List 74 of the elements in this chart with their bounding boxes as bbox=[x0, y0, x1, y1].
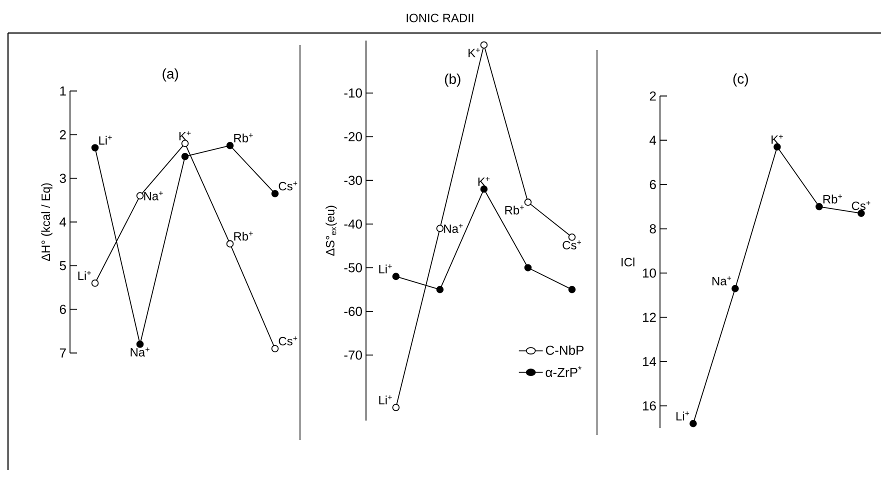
y-tick-label: -10 bbox=[344, 88, 362, 98]
data-label: Rb$^{+}$ bbox=[505, 205, 524, 214]
point bbox=[480, 41, 488, 49]
point bbox=[524, 264, 532, 272]
text: IONIC RADII bbox=[406, 14, 474, 22]
y-tick-label: 4 bbox=[60, 218, 66, 226]
point bbox=[136, 340, 144, 348]
chart-title: (c) bbox=[733, 73, 748, 86]
data-label: Li$^{+}$ bbox=[676, 411, 690, 420]
y-tick-label: 2 bbox=[650, 91, 656, 101]
data-label: Cs$^{+}$ bbox=[562, 240, 582, 250]
point bbox=[568, 234, 576, 241]
y-axis-title: ICl bbox=[622, 258, 634, 266]
point bbox=[436, 286, 444, 294]
data-label: K$^{+}$ bbox=[468, 48, 480, 58]
point bbox=[524, 198, 532, 206]
point bbox=[690, 420, 697, 428]
point bbox=[568, 286, 576, 294]
point bbox=[392, 272, 400, 280]
point bbox=[392, 404, 400, 412]
y-tick-label: 6 bbox=[60, 304, 66, 314]
data-label: Rb$^{+}$ bbox=[823, 194, 842, 204]
point bbox=[91, 279, 99, 287]
y-tick-label: -70 bbox=[344, 350, 362, 360]
data-label: Rb$^{+}$ bbox=[234, 133, 253, 142]
point bbox=[271, 344, 279, 352]
data-label: Li$^{+}$ bbox=[379, 264, 392, 274]
data-label: Na$^{+}$ bbox=[144, 191, 163, 200]
data-label: Rb$^{+}$ bbox=[234, 232, 253, 241]
y-tick-label: -30 bbox=[344, 176, 362, 185]
point bbox=[436, 224, 444, 232]
data-label: Na$^{+}$ bbox=[712, 276, 732, 286]
y-tick-label: 14 bbox=[642, 357, 656, 366]
y-tick-label: 7 bbox=[60, 348, 66, 358]
y-tick-label: -60 bbox=[344, 306, 362, 316]
y-tick-label: -40 bbox=[344, 219, 362, 229]
y-tick-label: 3 bbox=[60, 174, 66, 183]
point bbox=[226, 142, 234, 150]
point bbox=[91, 144, 99, 152]
y-tick-label: 4 bbox=[650, 136, 656, 145]
data-label: Cs$^{+}$ bbox=[278, 181, 298, 190]
data-label: Li$^{+}$ bbox=[78, 270, 91, 280]
y-tick-label: -20 bbox=[344, 132, 362, 142]
text: (b) bbox=[444, 74, 460, 87]
point bbox=[271, 190, 279, 198]
chart-title: (a) bbox=[162, 68, 178, 82]
point bbox=[732, 284, 739, 292]
y-axis-title: ΔH° (kcal / Eq) bbox=[41, 183, 52, 262]
data-label: Cs$^{+}$ bbox=[278, 336, 298, 346]
y-tick-label: 6 bbox=[650, 180, 656, 190]
y-tick-label: 10 bbox=[642, 268, 656, 278]
legend-label: C-NbP bbox=[546, 345, 584, 355]
data-label: K$^{+}$ bbox=[772, 134, 783, 144]
y-axis-title: ΔS°$_{ex}$(eu) bbox=[326, 206, 337, 256]
data-label: Li$^{+}$ bbox=[379, 395, 392, 404]
data-label: K$^{+}$ bbox=[478, 176, 490, 186]
point bbox=[226, 240, 234, 248]
data-label: Na$^{+}$ bbox=[444, 224, 463, 233]
legend-label: α-ZrP$^{*}$ bbox=[546, 366, 582, 378]
data-label: K$^{+}$ bbox=[179, 131, 191, 140]
y-tick-label: 8 bbox=[650, 224, 656, 234]
data-label: Cs$^{+}$ bbox=[852, 201, 870, 210]
y-tick-label: 5 bbox=[60, 261, 66, 270]
y-tick-label: 2 bbox=[60, 130, 66, 140]
data-label: Li$^{+}$ bbox=[99, 136, 112, 145]
y-tick-label: 12 bbox=[642, 312, 656, 322]
y-tick-label: -50 bbox=[344, 263, 362, 272]
point bbox=[136, 192, 144, 200]
data-label: Na$^{+}$ bbox=[130, 347, 150, 357]
y-tick-label: 16 bbox=[642, 401, 656, 410]
y-tick-label: 1 bbox=[60, 86, 66, 96]
point bbox=[181, 152, 189, 160]
point bbox=[774, 143, 781, 151]
point bbox=[816, 203, 823, 210]
